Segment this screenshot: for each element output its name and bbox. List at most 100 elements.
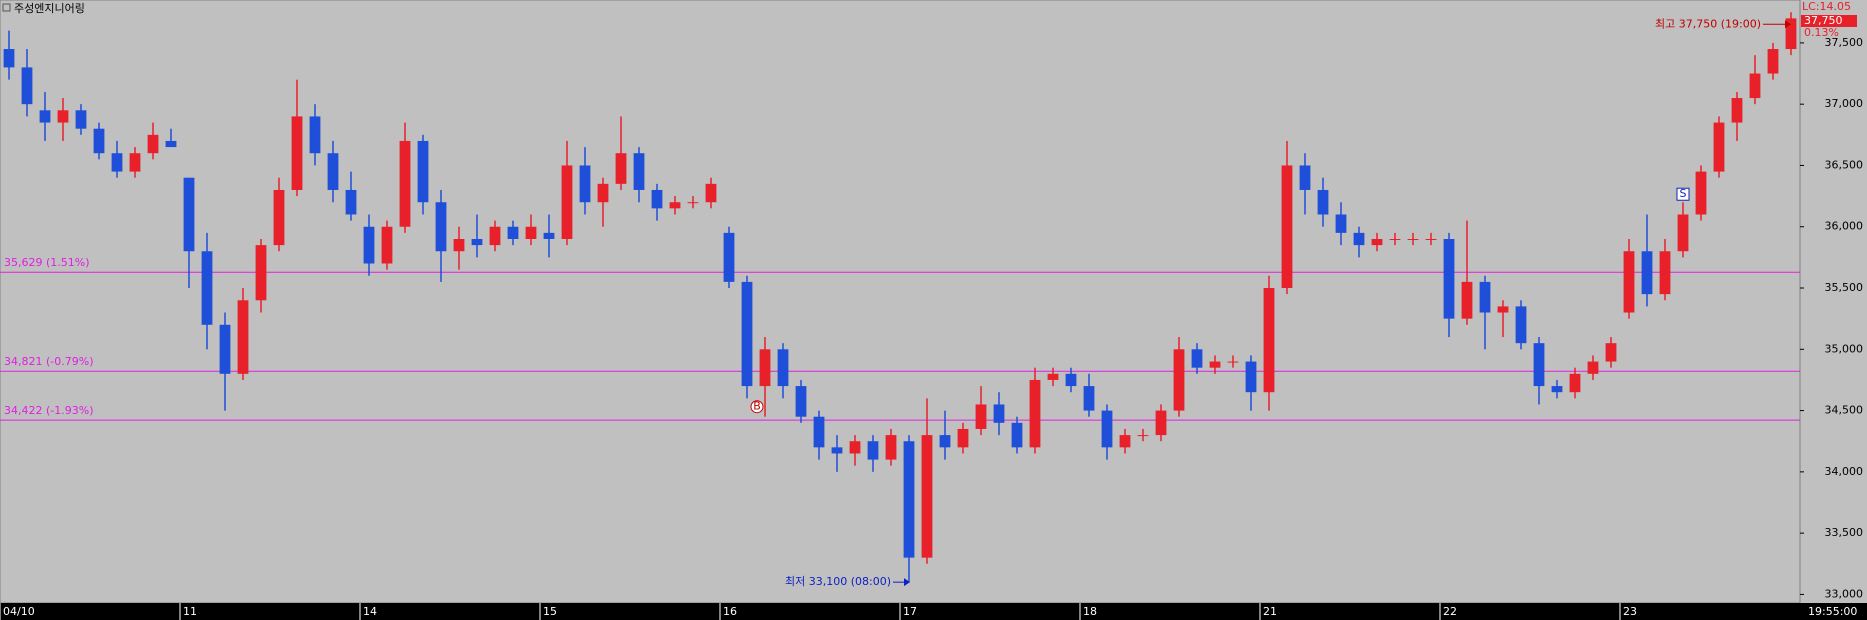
y-tick-label: 35,000 [1825,342,1864,355]
x-tick-label: 18 [1083,605,1097,618]
candle-body [723,232,735,282]
last-price-label: 37,750 [1804,14,1843,27]
candle-body [273,189,285,246]
candle-body [3,49,15,68]
candle-body [993,404,1005,423]
candle-body [417,140,429,203]
candle-body [1407,238,1419,240]
candle-body [309,116,321,154]
x-tick-label: 14 [363,605,377,618]
y-tick-label: 36,500 [1825,158,1864,171]
candle-body [849,441,861,454]
candle-body [1497,306,1509,313]
candle-body [1785,18,1797,50]
high-arrowhead [1785,20,1791,29]
candle-body [1029,379,1041,448]
x-tick-label: 11 [183,605,197,618]
candle-body [183,177,195,252]
buy-marker: B [753,400,761,413]
candle-body [1155,410,1167,436]
candle-body [1263,288,1275,393]
candle-body [1533,343,1545,387]
candle-body [1515,306,1527,344]
candle-body [255,245,267,301]
y-tick-label: 35,500 [1825,281,1864,294]
change-label: 0.13% [1804,26,1839,39]
candle-body [1641,251,1653,295]
last-price-box [1801,15,1857,27]
candle-body [453,238,465,252]
candle-body [219,324,231,374]
x-tick-label: 23 [1623,605,1637,618]
low-annotation: 최저 33,100 (08:00) [785,575,891,588]
time-label: 19:55:00 [1808,605,1857,618]
candle-body [1425,238,1437,240]
candle-body [39,110,51,123]
candle-body [381,226,393,264]
y-tick-label: 36,000 [1825,220,1864,233]
buy-marker-bg [750,400,764,414]
candle-body [1713,122,1725,172]
candle-body [975,404,987,429]
x-tick-label: 04/10 [3,605,35,618]
candle-body [489,226,501,246]
plot-area [0,0,1801,604]
low-arrowhead [904,578,910,587]
candle-body [1389,238,1401,240]
candle-body [1551,386,1563,393]
candle-body [759,349,771,387]
candle-body [669,202,681,209]
candle-body [1623,251,1635,313]
candle-body [921,435,933,558]
candle-body [507,226,519,239]
candle-body [57,110,69,123]
candle-body [1695,171,1707,215]
candle-body [1461,281,1473,319]
candle-body [705,183,717,203]
candle-body [1731,98,1743,123]
candle-body [597,183,609,203]
candle-body [579,165,591,203]
candle-body [777,349,789,387]
candle-body [471,238,483,246]
candle-body [1767,49,1779,74]
candle-body [21,67,33,105]
candle-body [1281,165,1293,289]
high-annotation: 최고 37,750 (19:00) [1655,17,1761,30]
candle-body [1335,214,1347,233]
reference-label: 34,821 (-0.79%) [4,355,93,368]
candle-body [1119,435,1131,448]
candle-body [1245,361,1257,393]
y-tick-label: 33,000 [1825,587,1864,600]
candle-body [1083,386,1095,411]
candle-body [1209,361,1221,368]
candle-body [651,189,663,209]
candle-body [741,281,753,387]
candle-body [1443,238,1455,319]
candle-body [525,226,537,239]
candle-body [1479,281,1491,313]
reference-label: 35,629 (1.51%) [4,256,90,269]
candle-body [1353,232,1365,246]
title-icon [2,3,11,12]
y-tick-label: 37,500 [1825,36,1864,49]
candle-body [633,153,645,190]
candle-body [1137,435,1149,437]
candle-body [93,128,105,154]
candle-body [795,386,807,417]
y-tick-label: 34,000 [1825,465,1864,478]
candle-body [885,435,897,460]
candle-body [345,189,357,215]
x-tick-label: 17 [903,605,917,618]
candle-body [903,441,915,558]
candle-body [1227,361,1239,363]
candle-body [867,441,879,460]
candle-body [561,165,573,239]
candle-body [1317,189,1329,215]
candle-body [327,153,339,190]
candle-body [291,116,303,190]
candle-body [1587,361,1599,374]
candle-body [957,428,969,448]
x-tick-label: 15 [543,605,557,618]
